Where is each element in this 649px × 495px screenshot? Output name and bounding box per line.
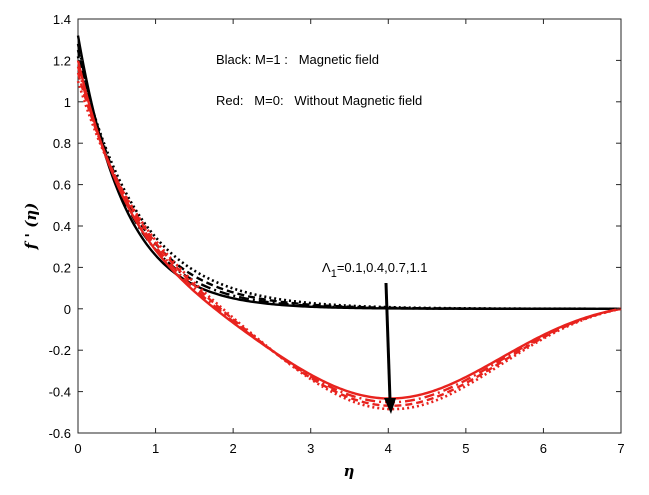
legend-black-text: Black: M=1 : Magnetic field — [216, 52, 379, 67]
y-tick-label: -0.4 — [49, 385, 71, 400]
param-symbol: Λ — [322, 260, 331, 275]
x-tick-label: 5 — [462, 441, 469, 456]
y-tick-label: 1.2 — [53, 53, 71, 68]
y-ticks: -0.6 -0.4 -0.2 0 0.2 0.4 0.6 0.8 1 1.2 1.4 — [49, 12, 621, 441]
y-tick-label: 0.8 — [53, 136, 71, 151]
series-group — [76, 35, 622, 411]
x-axis-label: η — [344, 462, 355, 480]
y-tick-label: 0.6 — [53, 178, 71, 193]
y-tick-label: 1.4 — [53, 12, 71, 27]
x-tick-label: 7 — [617, 441, 624, 456]
param-values: =0.1,0.4,0.7,1.1 — [337, 260, 428, 275]
y-tick-label: 1 — [64, 95, 71, 110]
red-dashdot-curve — [76, 66, 622, 404]
x-tick-label: 3 — [307, 441, 314, 456]
y-axis-label: f ' (η) — [22, 203, 40, 251]
black-dotted-curve — [76, 55, 621, 311]
y-tick-label: 0.2 — [53, 260, 71, 275]
black-dashdot-curve — [76, 43, 621, 310]
red-dotted-curve — [76, 80, 622, 411]
red-solid-curve — [76, 60, 622, 400]
legend-red-text: Red: M=0: Without Magnetic field — [216, 93, 422, 108]
parameter-annotation: Λ1=0.1,0.4,0.7,1.1 — [322, 260, 428, 280]
x-ticks: 0 1 2 3 4 5 6 7 — [74, 19, 625, 456]
x-tick-label: 6 — [540, 441, 547, 456]
y-tick-label: 0.4 — [53, 219, 71, 234]
x-tick-label: 1 — [152, 441, 159, 456]
y-tick-label: -0.2 — [49, 343, 71, 358]
y-tick-label: -0.6 — [49, 426, 71, 441]
param-subscript: 1 — [331, 268, 337, 280]
x-tick-label: 4 — [385, 441, 392, 456]
trend-arrow-head — [384, 398, 396, 414]
trend-arrow-shaft — [384, 282, 392, 401]
y-tick-label: 0 — [64, 302, 71, 317]
x-tick-label: 2 — [230, 441, 237, 456]
plot-area — [77, 18, 622, 434]
x-tick-label: 0 — [74, 441, 81, 456]
